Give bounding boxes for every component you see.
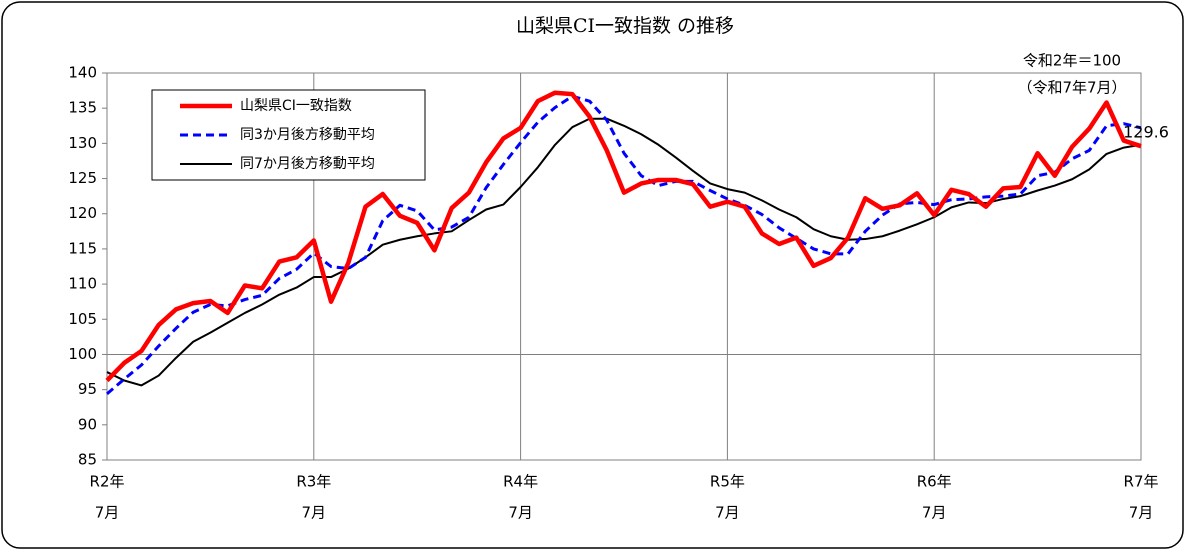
x-tick-sublabel: 7月	[508, 504, 533, 522]
legend-label: 同3か月後方移動平均	[240, 127, 375, 143]
y-tick-label: 110	[68, 275, 97, 293]
x-tick-label: R3年	[296, 473, 331, 491]
y-tick-label: 120	[68, 204, 97, 222]
x-tick-sublabel: 7月	[715, 504, 740, 522]
y-tick-label: 105	[68, 310, 97, 328]
y-tick-label: 90	[78, 415, 97, 433]
series-line	[106, 94, 1142, 395]
series-line	[106, 117, 1142, 387]
x-tick-label: R7年	[1124, 473, 1159, 491]
x-tick-label: R4年	[503, 473, 538, 491]
legend-label: 同7か月後方移動平均	[240, 156, 375, 172]
legend-label: 山梨県CI一致指数	[240, 98, 352, 114]
x-tick-label: R6年	[917, 473, 952, 491]
annotation: 令和2年＝100	[1023, 52, 1121, 70]
y-tick-label: 115	[68, 239, 97, 257]
x-tick-sublabel: 7月	[1129, 504, 1154, 522]
x-tick-label: R5年	[710, 473, 745, 491]
chart-title: 山梨県CI一致指数 の推移	[516, 15, 734, 37]
x-tick-label: R2年	[90, 473, 125, 491]
y-tick-label: 100	[68, 345, 97, 363]
x-tick-sublabel: 7月	[922, 504, 947, 522]
y-tick-label: 85	[78, 451, 97, 469]
annotation: （令和7年7月）	[1017, 79, 1126, 97]
x-tick-sublabel: 7月	[302, 504, 327, 522]
y-tick-label: 125	[68, 169, 97, 187]
x-tick-sublabel: 7月	[95, 504, 120, 522]
y-tick-label: 140	[68, 64, 97, 82]
series-line	[105, 90, 1142, 383]
y-tick-label: 135	[68, 99, 97, 117]
y-tick-label: 130	[68, 134, 97, 152]
plot-area	[106, 72, 1142, 461]
y-tick-label: 95	[78, 380, 97, 398]
value-label: 129.6	[1123, 123, 1169, 142]
